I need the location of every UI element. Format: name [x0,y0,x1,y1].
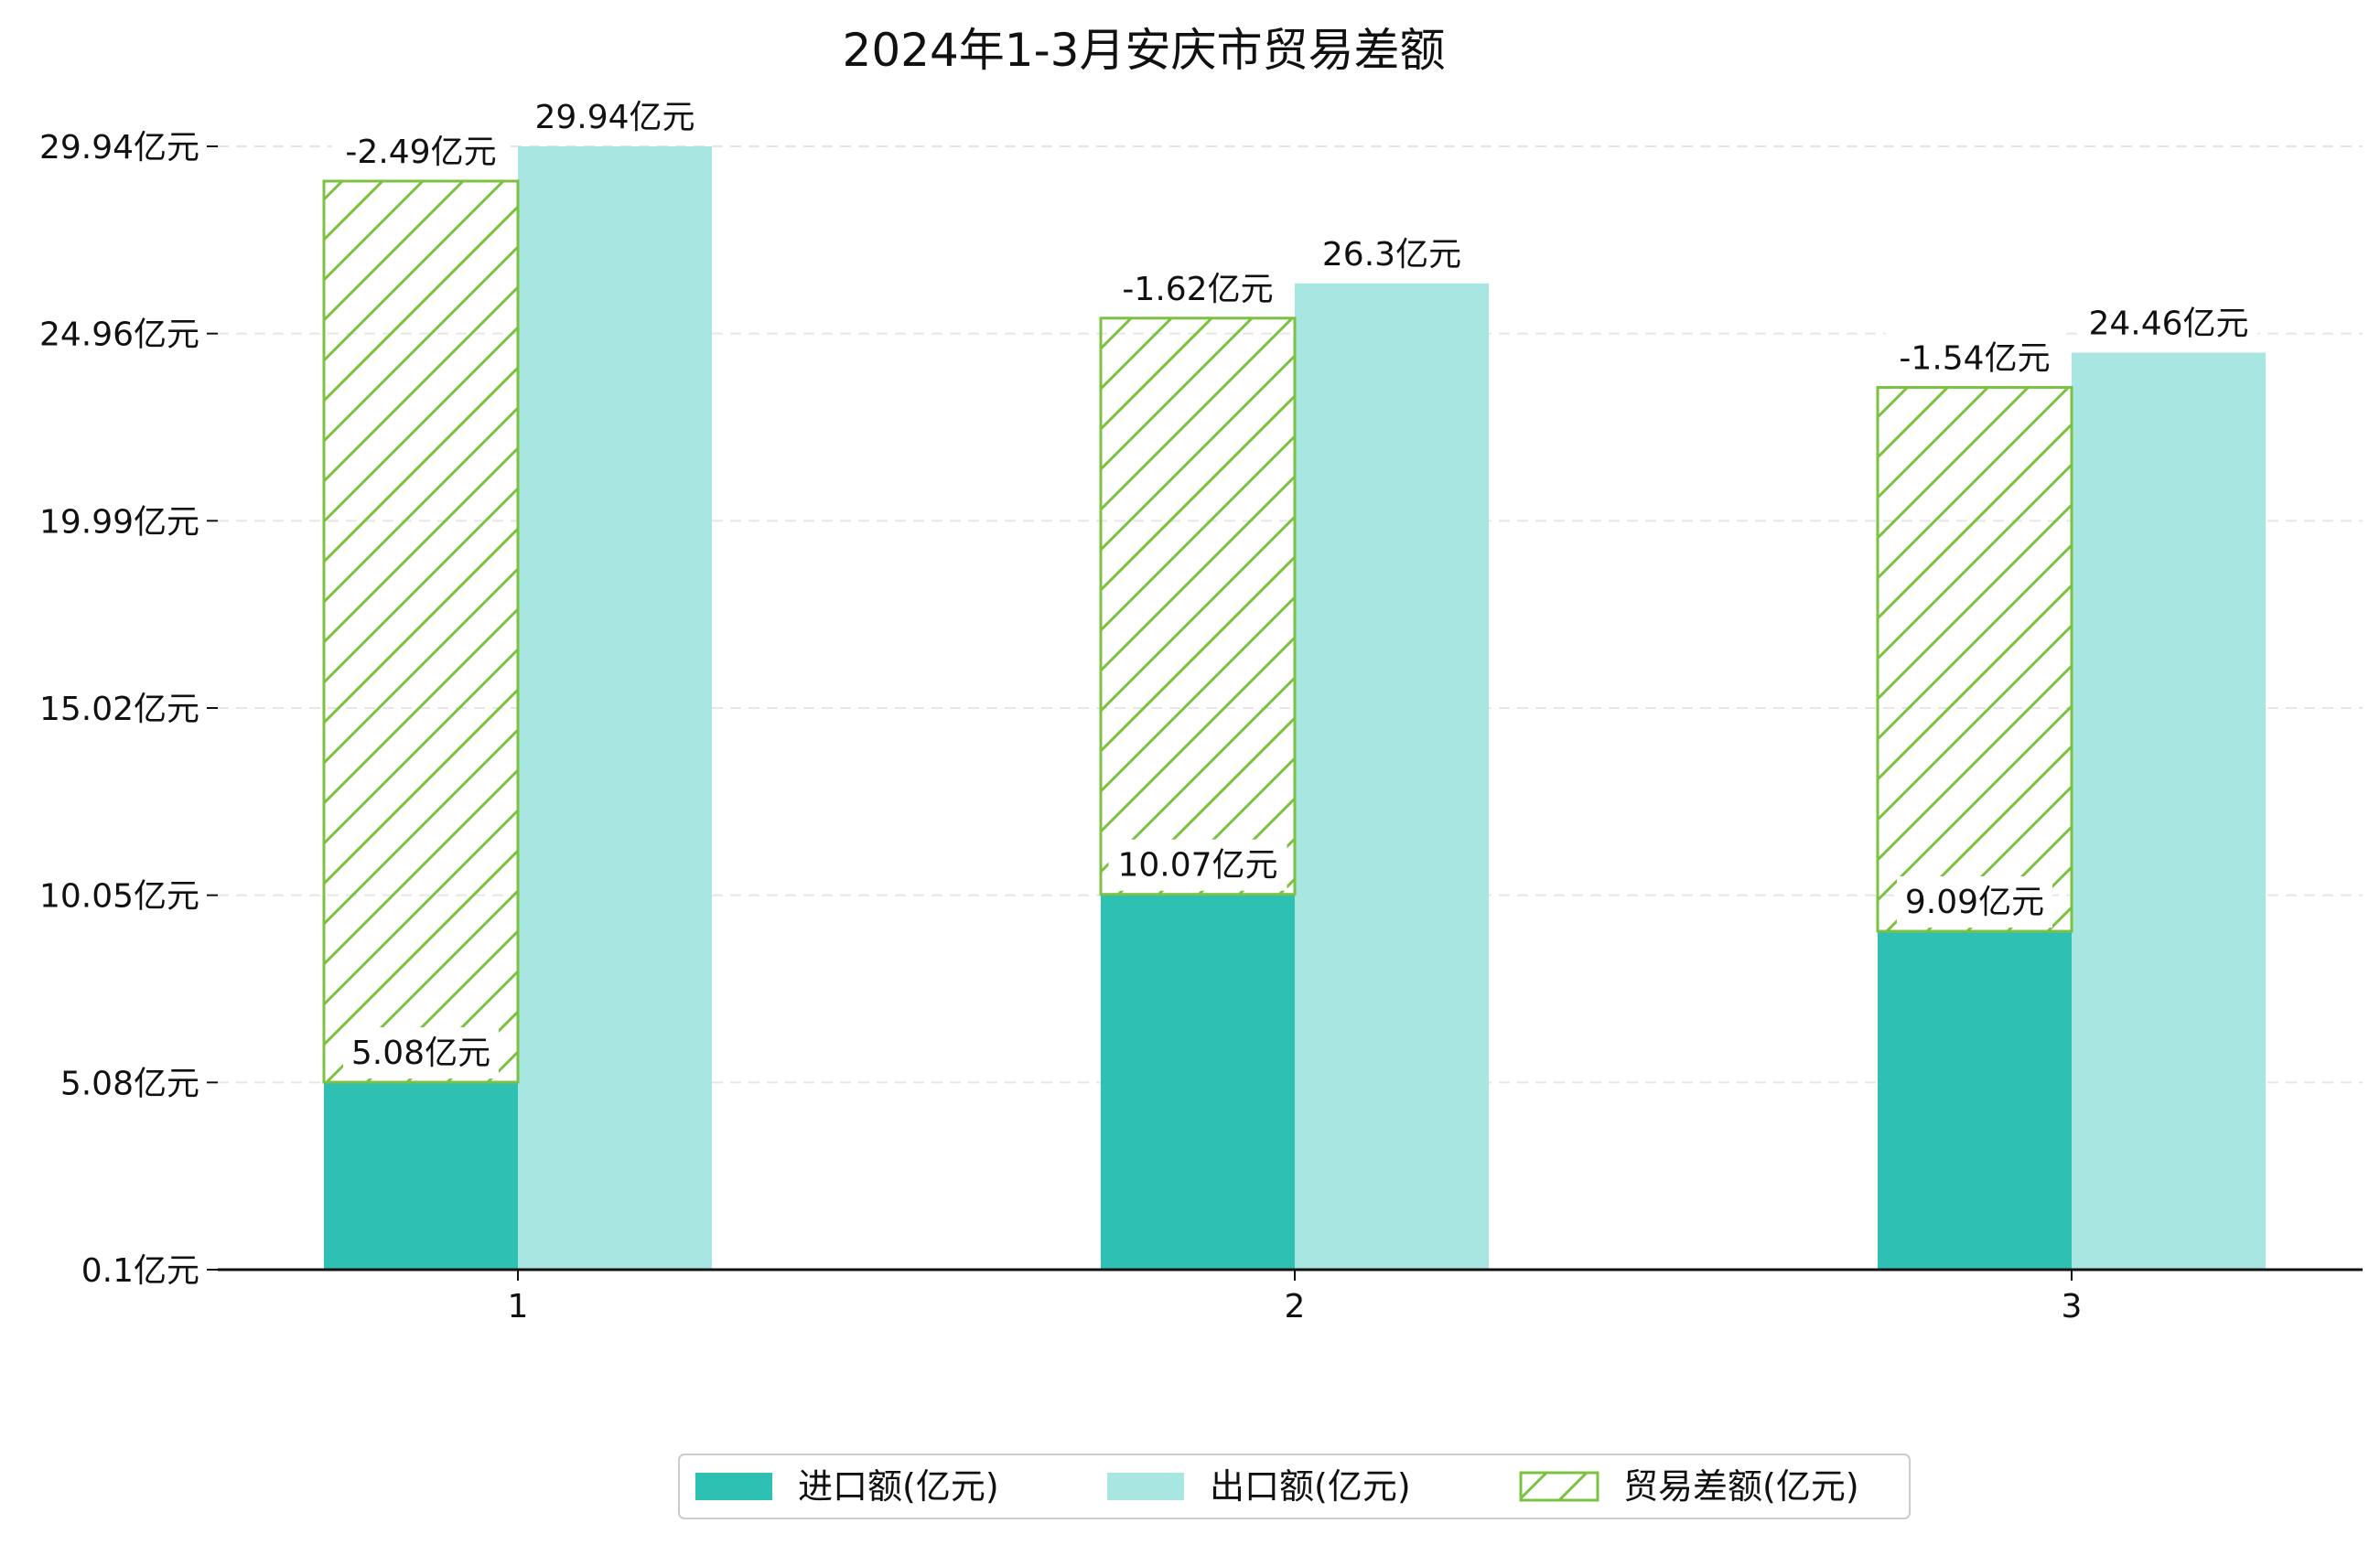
import-bar [1878,931,2072,1270]
x-tick-labels: 1 2 3 [508,1288,2083,1325]
x-tick-label: 1 [508,1288,529,1325]
data-label-box [525,91,705,143]
data-label-box [1314,228,1470,280]
y-tick-label: 5.08亿元 [60,1065,199,1102]
data-label-box [343,1027,499,1079]
legend: 进口额(亿元) 出口额(亿元) 贸易差额(亿元) [678,1454,1911,1519]
legend-label: 进口额(亿元) [798,1466,999,1507]
legend-item: 贸易差额(亿元) [1519,1466,1859,1507]
y-tick-label: 15.02亿元 [39,691,199,728]
data-label-text: -1.62亿元 [1122,271,1273,308]
data-label-text: -1.54亿元 [1899,340,2050,378]
balance-data-label: -1.54亿元 [1885,332,2064,384]
legend-swatch [1519,1471,1599,1502]
legend-swatch [695,1473,772,1500]
legend-item: 进口额(亿元) [695,1466,999,1507]
y-tick-labels: 0.1亿元 5.08亿元 10.05亿元 15.02亿元 19.99亿元 24.96亿元 2… [39,129,199,1290]
export-data-label: 26.3亿元 [1314,228,1470,280]
data-label-box [1108,839,1287,891]
axes [207,145,2363,1281]
trade-balance-bar [1876,386,2073,933]
data-label-text: -2.49亿元 [345,134,496,171]
data-label-text: 9.09亿元 [1905,884,2044,921]
trade-balance-bar [322,179,520,1084]
export-bar [518,146,712,1270]
y-tick-label: 24.96亿元 [39,317,199,354]
data-label-text: 10.07亿元 [1117,847,1277,885]
data-label-box [2079,297,2258,349]
export-bar [1295,283,1489,1270]
import-data-label: 9.09亿元 [1897,876,2052,928]
y-tick-label: 0.1亿元 [81,1252,199,1290]
trade-balance-bar [1099,317,1297,896]
y-tick-label: 10.05亿元 [39,878,199,916]
data-label-text: 24.46亿元 [2088,306,2248,343]
chart-title: 2024年1-3月安庆市贸易差额 [843,24,1446,77]
import-bar [1101,894,1295,1270]
balance-data-label: -2.49亿元 [331,126,511,177]
data-labels: 5.08亿元 29.94亿元 -2.49亿元 10.07亿元 26.3亿元 -1.62亿元… [331,91,2258,1079]
legend-swatch [1107,1473,1184,1500]
legend-box [678,1454,1911,1519]
data-label-box [1108,263,1287,315]
legend-item: 出口额(亿元) [1107,1466,1411,1507]
data-label-text: 26.3亿元 [1322,236,1461,274]
data-label-box [1897,876,2052,928]
import-bar [324,1082,518,1270]
export-data-label: 29.94亿元 [525,91,705,143]
data-label-box [1885,332,2064,384]
legend-label: 贸易差额(亿元) [1623,1466,1859,1507]
balance-data-label: -1.62亿元 [1108,263,1287,315]
y-tick-label: 19.99亿元 [39,503,199,541]
bars [322,146,2266,1270]
x-tick-label: 3 [2062,1288,2083,1325]
data-label-box [331,126,511,177]
import-data-label: 10.07亿元 [1108,839,1287,891]
x-tick-label: 2 [1285,1288,1306,1325]
data-label-text: 5.08亿元 [351,1035,490,1072]
legend-label: 出口额(亿元) [1210,1466,1411,1507]
export-bar [2072,352,2266,1270]
data-label-text: 29.94亿元 [534,99,695,136]
y-tick-label: 29.94亿元 [39,129,199,166]
import-data-label: 5.08亿元 [343,1027,499,1079]
export-data-label: 24.46亿元 [2079,297,2258,349]
